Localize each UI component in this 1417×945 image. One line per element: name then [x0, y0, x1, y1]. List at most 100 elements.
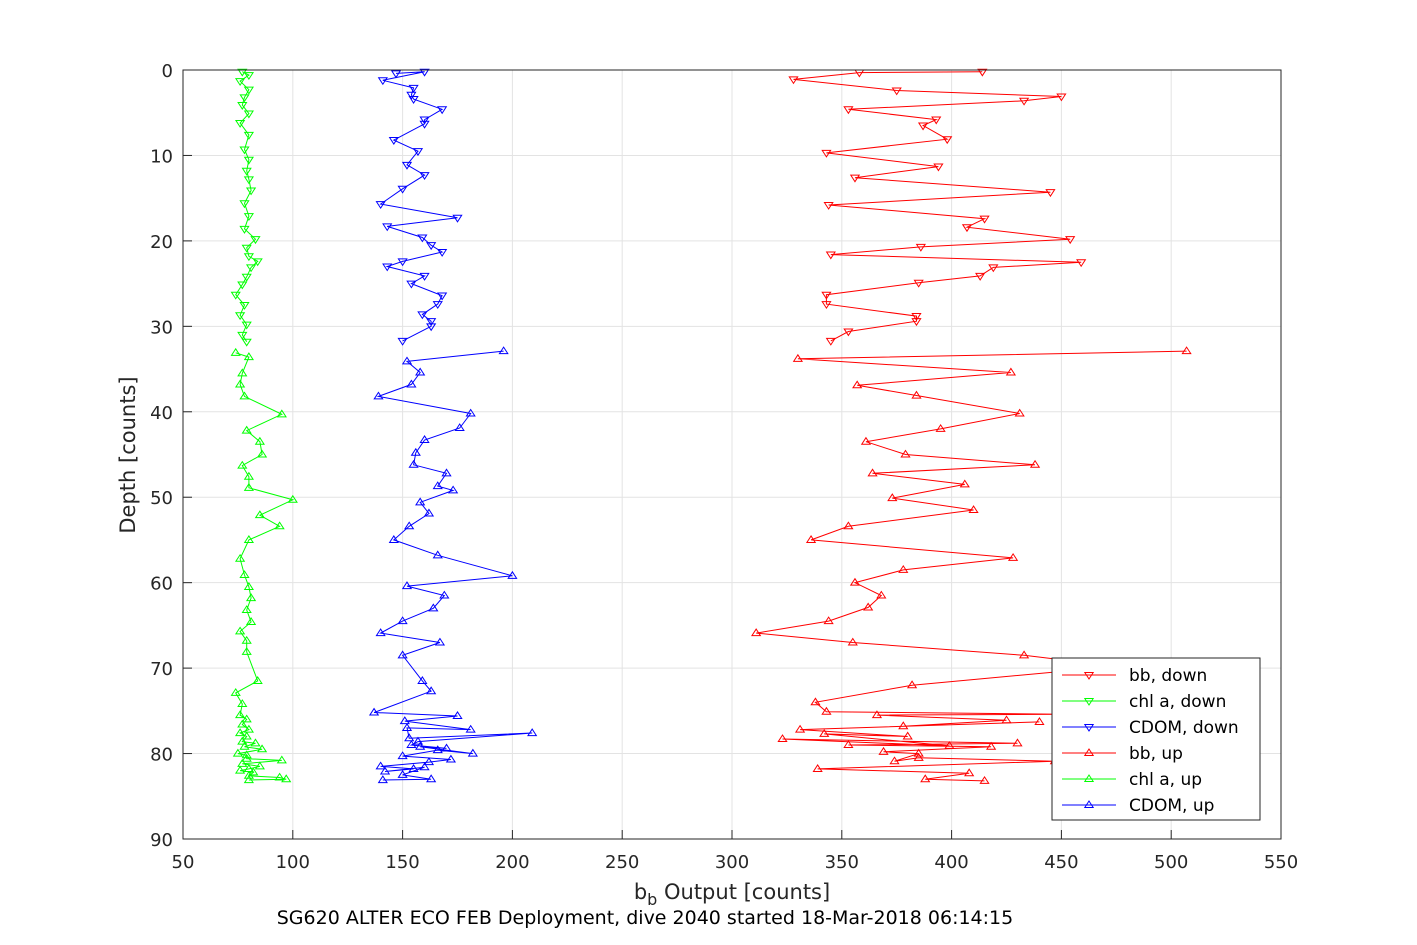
data-point: [777, 734, 788, 743]
data-point: [388, 137, 399, 145]
y-tick-label: 70: [150, 659, 173, 680]
data-point: [898, 564, 909, 573]
data-point: [397, 770, 408, 778]
data-point: [432, 745, 443, 754]
data-point: [959, 479, 970, 488]
data-point: [401, 581, 413, 590]
data-point: [401, 161, 413, 170]
x-tick-label: 300: [715, 852, 749, 873]
legend-marker: [1083, 697, 1095, 706]
data-point: [239, 225, 250, 234]
data-point: [911, 318, 922, 327]
legend-box: [1051, 657, 1261, 821]
data-point: [849, 174, 861, 183]
data-point: [417, 234, 428, 243]
data-point: [241, 605, 252, 614]
data-point: [454, 423, 465, 432]
data-point: [821, 301, 832, 310]
legend-marker: [1083, 723, 1095, 732]
data-point: [852, 380, 863, 389]
series-cdom-down: [375, 68, 463, 346]
data-point: [239, 200, 250, 209]
data-point: [243, 131, 254, 140]
data-point: [377, 775, 388, 784]
data-point: [408, 84, 419, 93]
data-point: [417, 676, 428, 684]
legend-item-chl-a-up: chl a, up: [1062, 770, 1202, 790]
data-point: [1056, 93, 1067, 102]
y-tick-label: 60: [150, 574, 173, 595]
data-point: [382, 223, 393, 232]
data-point: [234, 710, 246, 719]
data-point: [821, 706, 832, 715]
data-point: [234, 728, 246, 737]
data-point: [1007, 552, 1019, 561]
chart-caption: SG620 ALTER ECO FEB Deployment, dive 204…: [277, 907, 1013, 929]
data-point: [876, 590, 887, 599]
data-point: [256, 449, 268, 458]
data-point: [812, 764, 823, 772]
x-tick-label: 100: [276, 852, 310, 873]
data-point: [878, 746, 889, 755]
data-point: [243, 724, 254, 733]
data-point: [843, 106, 854, 115]
data-point: [849, 577, 861, 586]
data-point: [243, 156, 254, 165]
data-point: [419, 116, 430, 125]
data-point: [234, 379, 246, 388]
data-point: [986, 741, 997, 750]
data-point: [230, 687, 241, 696]
data-point: [988, 264, 999, 273]
data-point: [237, 736, 248, 745]
y-tick-label: 30: [150, 317, 173, 338]
data-point: [933, 163, 944, 172]
data-point: [412, 736, 424, 745]
data-point: [751, 628, 762, 637]
data-point: [237, 102, 248, 110]
data-point: [900, 449, 911, 458]
data-point: [902, 731, 913, 740]
data-point: [252, 258, 263, 267]
data-point: [1029, 459, 1041, 468]
data-point: [843, 328, 854, 337]
data-point: [397, 650, 408, 659]
legend-label: CDOM, down: [1129, 718, 1239, 738]
data-point: [437, 106, 448, 115]
data-point: [237, 281, 248, 290]
data-point: [911, 390, 922, 399]
data-point: [412, 148, 424, 157]
data-point: [441, 743, 452, 752]
data-point: [823, 201, 834, 210]
data-point: [847, 637, 858, 646]
y-tick-label: 10: [150, 146, 173, 167]
data-point: [239, 146, 250, 155]
data-point: [379, 766, 391, 775]
data-point: [237, 460, 248, 469]
data-point: [397, 258, 408, 267]
data-point: [979, 215, 990, 224]
data-point: [241, 753, 252, 762]
legend-item-bb-up: bb, up: [1062, 744, 1183, 764]
data-point: [794, 724, 806, 733]
data-point: [241, 714, 252, 723]
y-tick-label: 0: [162, 61, 173, 82]
y-tick-label: 90: [150, 830, 173, 851]
data-point: [891, 87, 902, 96]
data-point: [406, 379, 417, 388]
data-point: [243, 86, 254, 95]
data-point: [237, 699, 248, 708]
data-point: [821, 149, 832, 158]
y-tick-label: 20: [150, 232, 173, 253]
data-point: [243, 253, 254, 262]
data-point: [821, 291, 832, 300]
data-point: [281, 774, 292, 783]
data-point: [415, 367, 426, 376]
legend-items: bb, down chl a, down CDOM, down bb, up chl a…: [1062, 666, 1239, 816]
data-point: [452, 711, 463, 719]
data-point: [944, 740, 955, 749]
data-point: [388, 535, 399, 543]
x-axis-label-main: b: [634, 880, 647, 904]
data-point: [237, 719, 248, 728]
data-point: [887, 493, 898, 502]
data-point: [245, 187, 257, 196]
